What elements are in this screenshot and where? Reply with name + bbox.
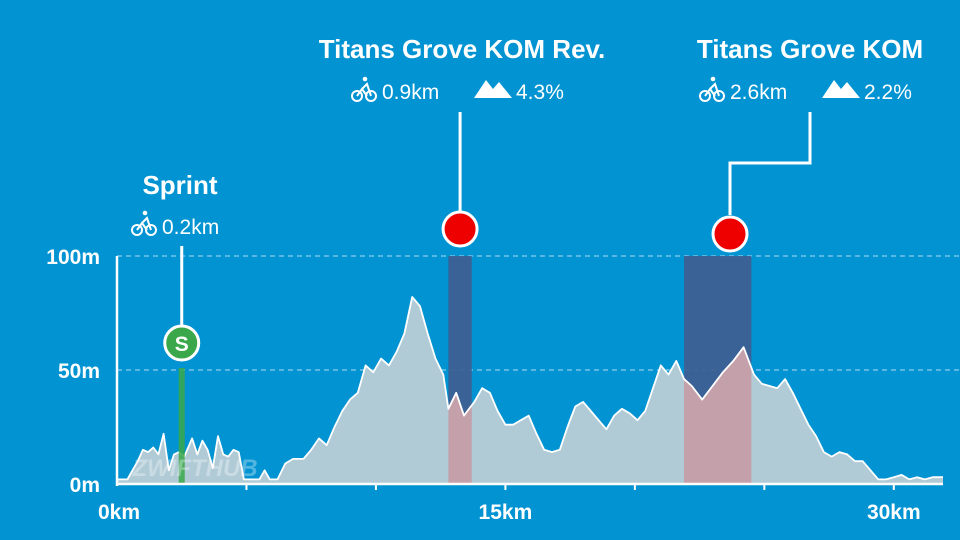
mountain-icon: [822, 80, 860, 98]
sprint-marker: [163, 324, 201, 362]
bicycle-wheel: [131, 224, 143, 236]
kom-leader-line: [728, 112, 812, 215]
watermark-text: ZWIFTHUB: [131, 455, 257, 482]
kom-marker: [711, 215, 749, 253]
x-tick-label: 0km: [98, 501, 140, 524]
sprint-badge-letter: S: [175, 333, 189, 356]
bicycle-icon: [131, 210, 157, 236]
y-tick-label: 0m: [70, 474, 100, 497]
segment-markers: S: [163, 112, 812, 362]
kom-marker: [441, 210, 479, 248]
bicycle-wheel: [699, 90, 711, 102]
watermark-group: ZWIFTHUB: [131, 455, 257, 482]
bicycle-rider-head: [362, 76, 368, 82]
kom-gradient: 4.3%: [516, 81, 564, 104]
axes: 0m 50m 100m 0km 15km 30km: [46, 246, 943, 524]
kom-distance: 2.6km: [730, 81, 787, 104]
bicycle-frame: [704, 82, 720, 97]
sprint-title: Sprint: [142, 170, 217, 200]
y-tick-label: 100m: [46, 246, 100, 269]
mountain-icon: [474, 80, 512, 98]
bicycle-frame: [356, 82, 372, 97]
bicycle-wheel: [351, 90, 363, 102]
bicycle-frame: [136, 216, 152, 231]
gridlines: [117, 255, 960, 371]
segment-labels: Sprint 0.2km Titans Grove KOM Rev. 0.9km 4.3…: [131, 34, 923, 239]
bicycle-icon: [351, 76, 377, 102]
bicycle-icon: [699, 76, 725, 102]
sprint-distance: 0.2km: [162, 216, 219, 239]
x-tick-label: 30km: [867, 501, 921, 524]
kom-distance: 0.9km: [382, 81, 439, 104]
bicycle-rider-head: [710, 76, 716, 82]
bicycle-rider-head: [142, 210, 148, 216]
kom-title: Titans Grove KOM Rev.: [319, 34, 606, 64]
y-tick-label: 50m: [58, 360, 100, 383]
x-tick-label: 15km: [479, 501, 533, 524]
profile-area-group: [117, 296, 943, 484]
kom-gradient: 2.2%: [864, 81, 912, 104]
kom-title: Titans Grove KOM: [697, 34, 923, 64]
profile-line: [117, 296, 943, 481]
sprint-band: [178, 368, 185, 484]
